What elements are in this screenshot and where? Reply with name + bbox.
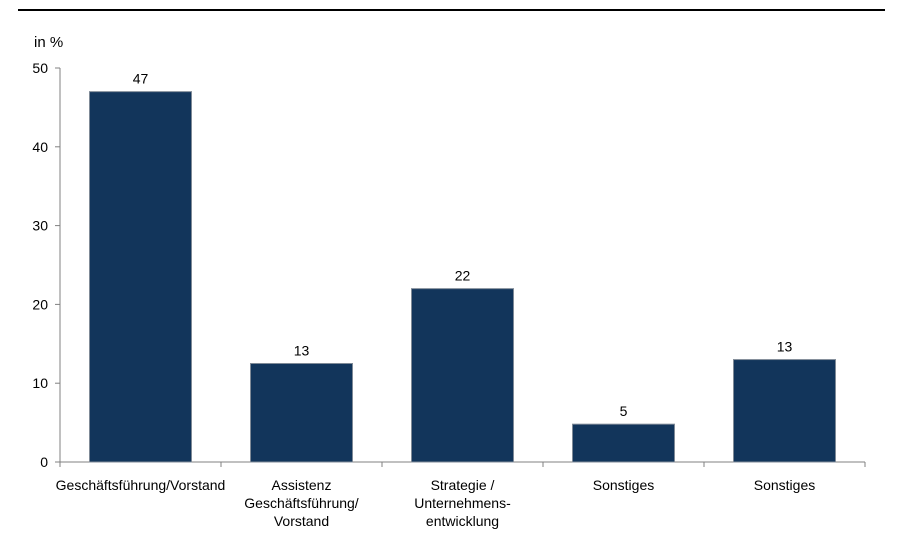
y-tick-label: 30	[32, 218, 48, 234]
x-category-label-line: Geschäftsführung/Vorstand	[56, 477, 226, 493]
x-category-label-line: entwicklung	[426, 513, 499, 529]
x-category-label: Strategie / Unternehmens-entwicklung	[414, 477, 511, 529]
y-tick-label: 20	[32, 296, 48, 312]
y-tick-label: 10	[32, 375, 48, 391]
x-category-label: Sonstiges	[593, 477, 654, 493]
x-category-label-line: Assistenz	[272, 477, 332, 493]
bar-value-label: 13	[294, 343, 310, 359]
x-category-label: Sonstiges	[754, 477, 815, 493]
bar	[572, 423, 675, 463]
bar-value-label: 47	[133, 71, 149, 87]
x-category-label-line: Sonstiges	[593, 477, 654, 493]
x-category-label-line: Vorstand	[274, 513, 329, 529]
bar	[89, 91, 192, 463]
bar-value-label: 5	[620, 403, 628, 419]
y-tick-label: 50	[32, 60, 48, 76]
bar-value-label: 13	[777, 339, 793, 355]
x-category-label: Geschäftsführung/Vorstand	[56, 477, 226, 493]
x-category-label-line: Strategie /	[431, 477, 495, 493]
bar	[250, 363, 353, 463]
y-axis-unit-label: in %	[34, 34, 63, 51]
bar	[411, 288, 514, 463]
y-tick-label: 40	[32, 139, 48, 155]
x-category-label-line: Geschäftsführung/	[244, 495, 359, 511]
bar	[733, 359, 836, 463]
y-tick-label: 0	[40, 454, 48, 470]
x-category-label-line: Sonstiges	[754, 477, 815, 493]
x-category-label: Assistenz Geschäftsführung/Vorstand	[244, 477, 359, 529]
bar-value-label: 22	[455, 268, 471, 284]
x-category-label-line: Unternehmens-	[414, 495, 511, 511]
